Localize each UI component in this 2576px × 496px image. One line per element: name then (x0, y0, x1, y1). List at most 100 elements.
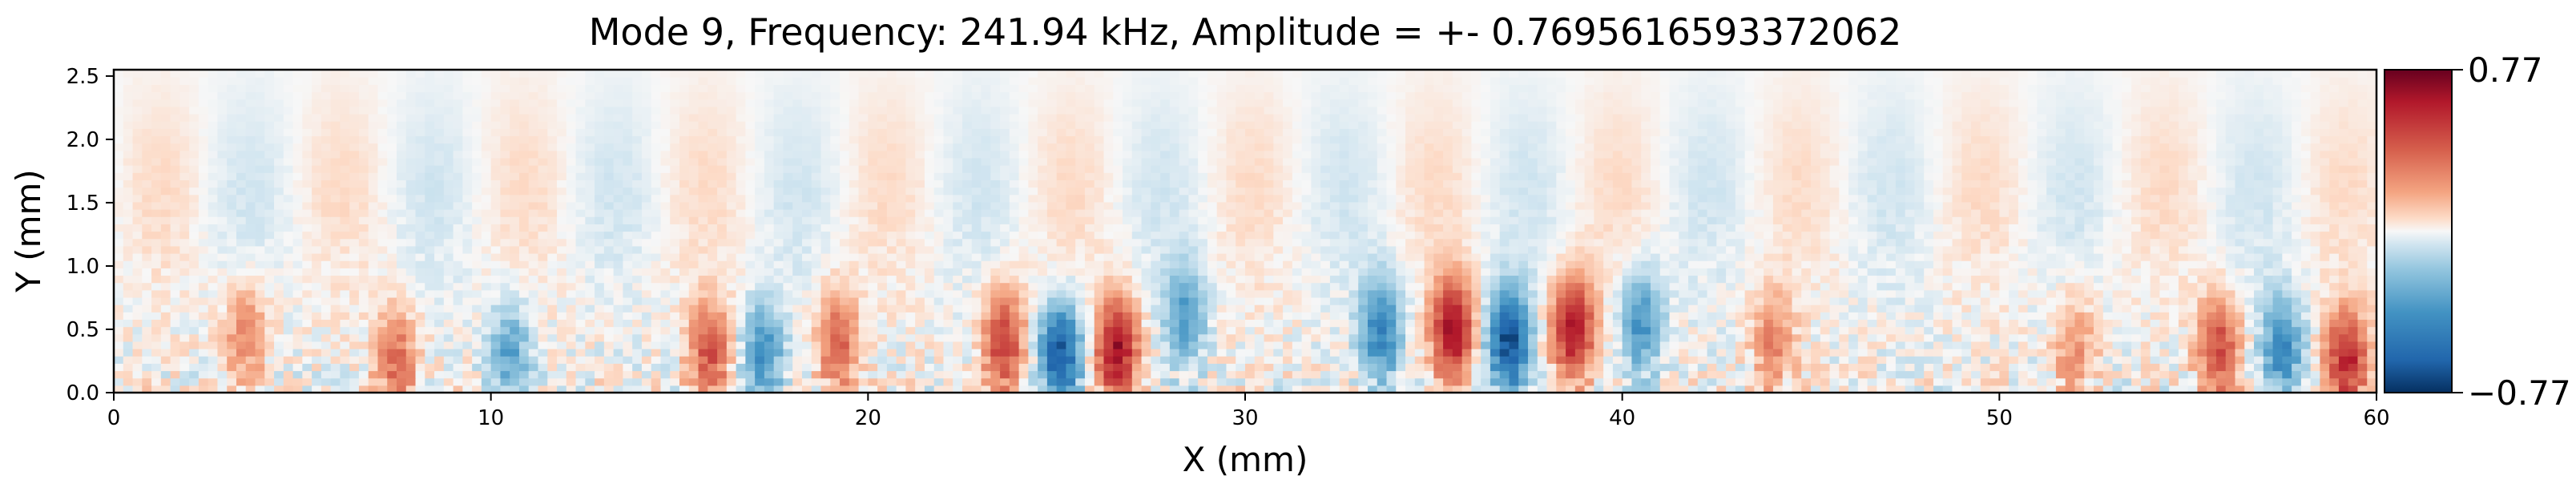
heatmap-cell (783, 326, 793, 335)
heatmap-cell (292, 377, 303, 386)
heatmap-cell (2018, 296, 2029, 305)
heatmap-cell (2300, 385, 2312, 393)
heatmap-cell (745, 341, 756, 349)
heatmap-cell (1481, 356, 1491, 364)
heatmap-cell (2282, 296, 2292, 305)
heatmap-cell (368, 370, 379, 379)
heatmap-cell (2320, 296, 2330, 305)
heatmap-cell (2215, 377, 2227, 386)
heatmap-cell (886, 245, 897, 254)
heatmap-cell (1490, 296, 1501, 305)
heatmap-cell (405, 268, 417, 276)
heatmap-cell (2037, 296, 2047, 305)
heatmap-cell (2263, 275, 2274, 284)
heatmap-cell (1584, 333, 1594, 342)
heatmap-cell (2244, 268, 2255, 276)
heatmap-cell (1952, 363, 1962, 372)
heatmap-cell (745, 282, 756, 291)
heatmap-cell (698, 282, 708, 291)
heatmap-cell (2254, 356, 2264, 364)
heatmap-cell (1584, 341, 1594, 349)
heatmap-cell (1386, 377, 1397, 386)
heatmap-cell (1028, 356, 1038, 364)
heatmap-cell (1877, 326, 1887, 335)
heatmap-cell (1179, 370, 1189, 379)
heatmap-cell (1405, 377, 1416, 386)
heatmap-cell (1801, 304, 1812, 313)
heatmap-cell (623, 268, 633, 276)
heatmap-cell (1292, 275, 1303, 284)
heatmap-cell (2187, 260, 2199, 268)
heatmap-cell (2300, 268, 2312, 276)
heatmap-cell (981, 370, 991, 379)
heatmap-cell (1103, 296, 1114, 305)
heatmap-cell (1744, 341, 1755, 349)
heatmap-cell (1254, 377, 1265, 386)
heatmap-cell (1405, 349, 1416, 357)
heatmap-cell (1094, 385, 1105, 393)
heatmap-cell (1622, 304, 1633, 313)
heatmap-cell (1283, 268, 1293, 276)
heatmap-cell (1669, 319, 1679, 328)
heatmap-cell (1046, 252, 1058, 261)
heatmap-cell (1811, 245, 1821, 254)
heatmap-cell (500, 304, 510, 313)
heatmap-cell (2037, 333, 2047, 342)
heatmap-cell (1169, 296, 1180, 305)
heatmap-cell (283, 319, 294, 328)
heatmap-cell (538, 341, 548, 349)
heatmap-cell (1075, 296, 1086, 305)
heatmap-cell (1216, 245, 1228, 254)
heatmap-cell (2367, 252, 2376, 261)
heatmap-cell (1169, 370, 1180, 379)
heatmap-cell (1329, 312, 1340, 321)
heatmap-cell (2348, 304, 2359, 313)
heatmap-cell (2197, 304, 2207, 313)
heatmap-cell (858, 356, 869, 364)
heatmap-cell (387, 319, 397, 328)
heatmap-cell (208, 326, 219, 335)
heatmap-cell (1848, 296, 1859, 305)
heatmap-cell (1811, 282, 1821, 291)
heatmap-cell (971, 363, 982, 372)
heatmap-cell (2329, 245, 2340, 254)
heatmap-cell (1038, 326, 1048, 335)
heatmap-cell (2272, 289, 2283, 298)
heatmap-cell (1329, 370, 1340, 379)
heatmap-cell (434, 377, 445, 386)
heatmap-cell (755, 363, 765, 372)
heatmap-cell (2244, 282, 2255, 291)
heatmap-cell (858, 289, 869, 298)
heatmap-cell (707, 319, 718, 328)
heatmap-cell (1179, 289, 1189, 298)
heatmap-cell (886, 268, 897, 276)
heatmap-cell (2131, 319, 2142, 328)
heatmap-cell (1574, 377, 1586, 386)
heatmap-cell (462, 268, 473, 276)
heatmap-cell (905, 260, 916, 268)
heatmap-cell (688, 363, 699, 372)
heatmap-cell (1245, 312, 1256, 321)
heatmap-cell (595, 312, 605, 321)
heatmap-cell (603, 245, 615, 254)
heatmap-cell (312, 275, 322, 284)
heatmap-cell (868, 238, 878, 247)
heatmap-cell (1574, 252, 1586, 261)
heatmap-cell (1264, 319, 1274, 328)
heatmap-cell (783, 385, 793, 393)
heatmap-cell (283, 289, 294, 298)
heatmap-cell (320, 252, 332, 261)
heatmap-cell (990, 252, 1001, 261)
heatmap-cell (1574, 349, 1586, 357)
heatmap-cell (717, 363, 728, 372)
heatmap-cell (1188, 260, 1199, 268)
heatmap-cell (962, 385, 973, 393)
heatmap-cell (425, 289, 435, 298)
heatmap-cell (1443, 370, 1453, 379)
heatmap-cell (179, 312, 190, 321)
heatmap-cell (1942, 377, 1953, 386)
heatmap-cell (330, 296, 341, 305)
heatmap-cell (1396, 356, 1406, 364)
heatmap-cell (1839, 319, 1849, 328)
heatmap-cell (1301, 296, 1312, 305)
